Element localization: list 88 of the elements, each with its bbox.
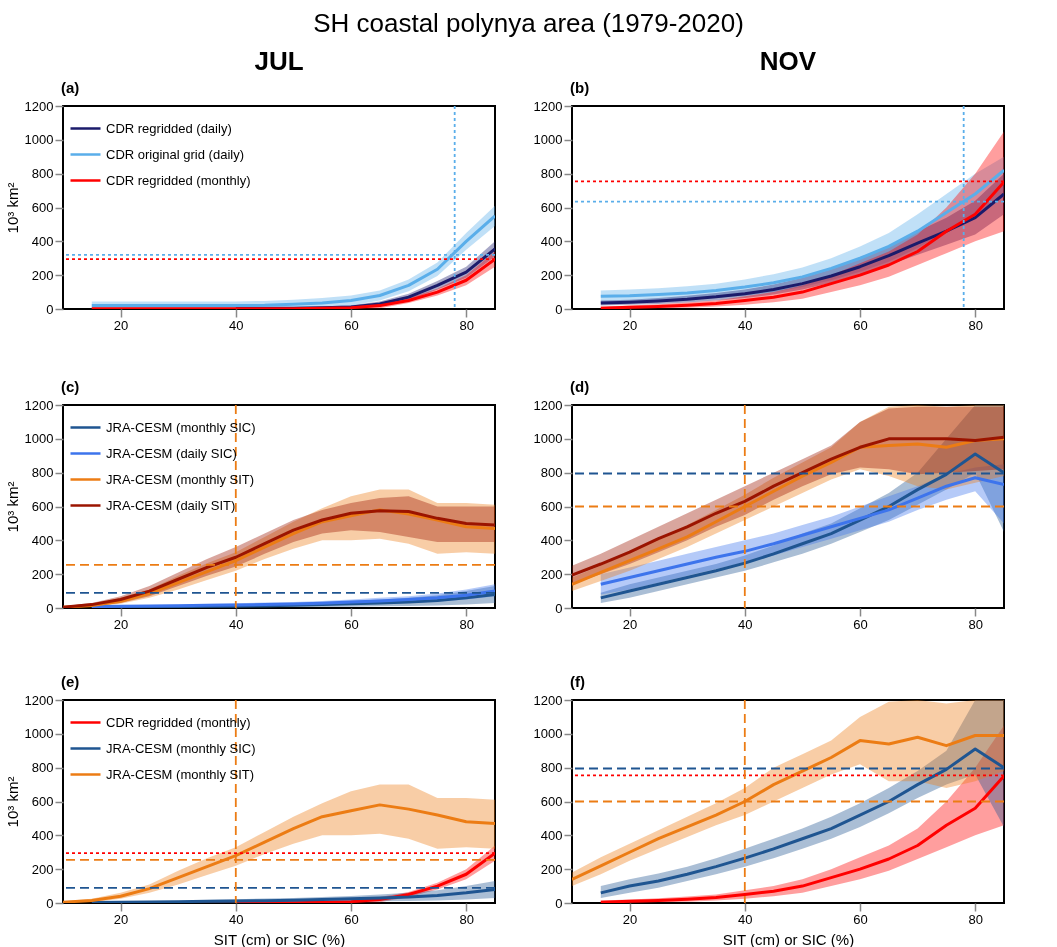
x-tick-label: 80 <box>968 616 983 632</box>
x-tick-label: 80 <box>459 911 474 927</box>
y-tick-label: 600 <box>31 200 54 215</box>
x-tick-label: 80 <box>968 911 983 927</box>
y-tick-label: 1200 <box>24 98 54 114</box>
y-tick-label: 400 <box>540 532 563 548</box>
x-tick-label: 20 <box>622 317 638 333</box>
x-tick-label: 60 <box>853 616 868 632</box>
text: (d) <box>570 378 590 395</box>
x-tick-label: 80 <box>968 317 983 333</box>
x-tick-label: 20 <box>113 616 129 632</box>
legend-label: CDR regridded (daily) <box>106 120 232 136</box>
x-tick-label: 40 <box>738 317 753 333</box>
y-tick-label: 600 <box>540 794 563 809</box>
y-tick-label: 1200 <box>24 397 54 413</box>
y-tick-label: 600 <box>31 794 54 809</box>
x-tick-label: 60 <box>344 911 359 927</box>
y-tick-label: 600 <box>540 499 563 514</box>
y-tick-label: 0 <box>46 301 54 317</box>
y-tick-label: 200 <box>31 267 54 283</box>
x-tick-label: 20 <box>113 317 129 333</box>
text: (c) <box>61 378 80 395</box>
y-tick-label: 200 <box>540 267 563 283</box>
y-tick-label: 1000 <box>533 431 563 447</box>
x-tick-label: 80 <box>459 317 474 333</box>
legend-label: CDR regridded (monthly) <box>106 172 251 188</box>
y-tick-label: 1000 <box>24 132 54 148</box>
y-tick-label: 1000 <box>533 132 563 148</box>
chart-subtitle: JUL <box>254 46 304 76</box>
y-tick-label: 600 <box>31 499 54 514</box>
y-tick-label: 800 <box>31 166 54 182</box>
x-tick-label: 60 <box>344 317 359 333</box>
y-tick-label: 1000 <box>24 431 54 447</box>
y-tick-label: 200 <box>540 566 563 582</box>
y-tick-label: 0 <box>46 600 54 616</box>
chart-title: SH coastal polynya area (1979-2020) <box>312 7 745 40</box>
y-axis-title: 10³ km² <box>3 182 21 234</box>
y-tick-label: 1000 <box>533 726 563 742</box>
y-tick-label: 800 <box>540 166 563 182</box>
text: (e) <box>61 673 80 690</box>
x-tick-label: 40 <box>229 317 244 333</box>
y-tick-label: 1200 <box>533 98 563 114</box>
x-tick-label: 60 <box>853 911 868 927</box>
y-tick-label: 400 <box>31 532 54 548</box>
x-tick-label: 40 <box>229 911 244 927</box>
x-tick-label: 60 <box>853 317 868 333</box>
y-axis-title: 10³ km² <box>3 776 21 828</box>
chart-subtitle: NOV <box>759 46 817 76</box>
y-axis-title: 10³ km² <box>3 481 21 533</box>
y-tick-label: 800 <box>31 465 54 481</box>
y-tick-label: 800 <box>540 760 563 776</box>
text: (b) <box>570 79 590 96</box>
y-tick-label: 400 <box>31 233 54 249</box>
y-tick-label: 0 <box>555 301 563 317</box>
y-tick-label: 1200 <box>533 692 563 708</box>
legend-label: JRA-CESM (monthly SIC) <box>106 419 256 435</box>
x-axis-title: SIT (cm) or SIC (%) <box>213 930 346 947</box>
x-tick-label: 40 <box>738 911 753 927</box>
y-tick-label: 0 <box>555 895 563 911</box>
x-tick-label: 60 <box>344 616 359 632</box>
legend-label: JRA-CESM (daily SIT) <box>106 497 236 513</box>
legend-label: JRA-CESM (monthly SIC) <box>106 740 256 756</box>
y-tick-label: 400 <box>540 827 563 843</box>
y-tick-label: 1200 <box>24 692 54 708</box>
x-tick-label: 20 <box>622 911 638 927</box>
y-tick-label: 1000 <box>24 726 54 742</box>
legend-label: JRA-CESM (daily SIC) <box>106 445 237 461</box>
y-tick-label: 800 <box>540 465 563 481</box>
legend-label: CDR regridded (monthly) <box>106 714 251 730</box>
y-tick-label: 0 <box>46 895 54 911</box>
y-tick-label: 0 <box>555 600 563 616</box>
text: (f) <box>570 673 585 690</box>
legend-label: CDR original grid (daily) <box>106 146 244 162</box>
text: (a) <box>61 79 80 96</box>
y-tick-label: 600 <box>540 200 563 215</box>
y-tick-label: 800 <box>31 760 54 776</box>
y-tick-label: 400 <box>540 233 563 249</box>
y-tick-label: 200 <box>31 566 54 582</box>
y-tick-label: 1200 <box>533 397 563 413</box>
y-tick-label: 200 <box>540 861 563 877</box>
x-tick-label: 40 <box>229 616 244 632</box>
x-tick-label: 80 <box>459 616 474 632</box>
x-tick-label: 20 <box>622 616 638 632</box>
x-axis-title: SIT (cm) or SIC (%) <box>722 930 855 947</box>
y-tick-label: 200 <box>31 861 54 877</box>
x-tick-label: 40 <box>738 616 753 632</box>
x-tick-label: 20 <box>113 911 129 927</box>
y-tick-label: 400 <box>31 827 54 843</box>
